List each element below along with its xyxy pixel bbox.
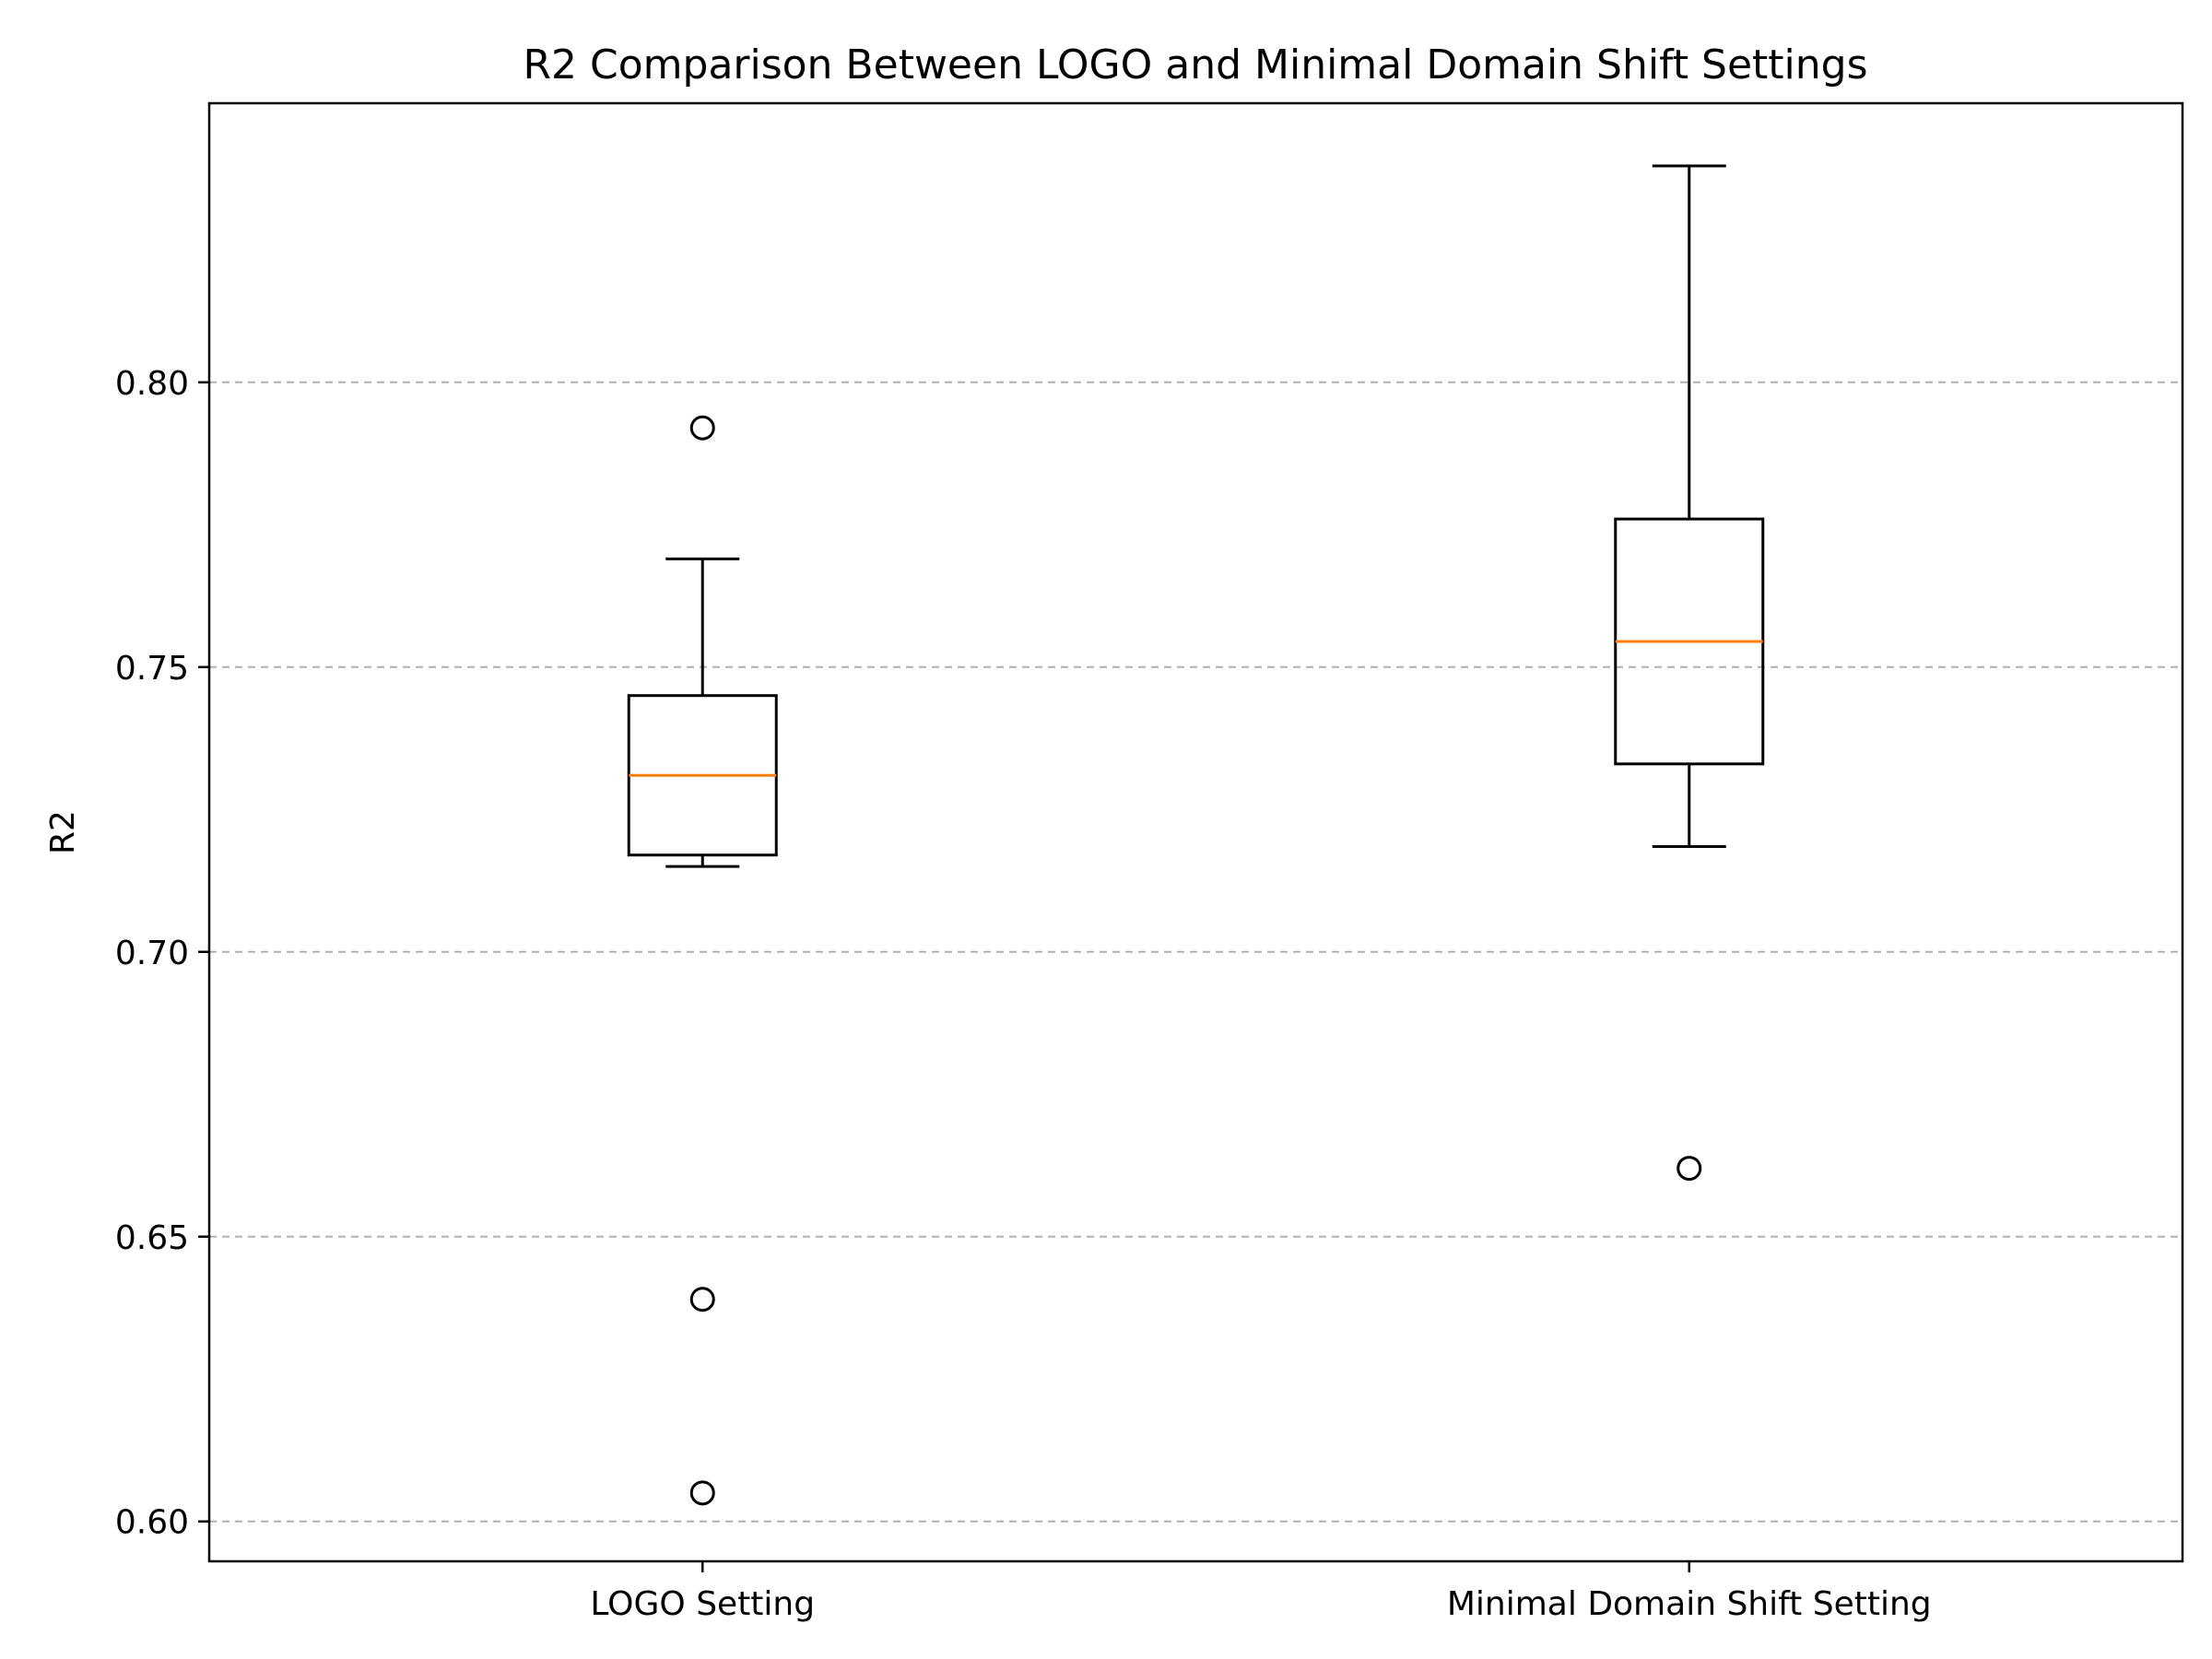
x-tick-label: Minimal Domain Shift Setting [1447,1585,1932,1623]
grid-lines [209,381,2183,1523]
outlier-point [1677,1156,1702,1182]
x-tick-label: LOGO Setting [590,1585,815,1623]
outlier-point [689,1287,715,1312]
y-tick-label: 0.80 [115,365,189,403]
y-tick-label: 0.75 [115,650,189,688]
axis-ticks: 0.60 0.65 0.70 0.75 0.80 LOGO Setting Minimal … [115,365,1932,1623]
box-plots [627,164,1765,1506]
outlier-point [689,415,715,441]
outlier-point [689,1480,715,1506]
y-tick-label: 0.70 [115,935,189,972]
box-plot-2 [1614,164,1765,1182]
y-axis-label: R2 [44,810,82,854]
y-tick-label: 0.60 [115,1504,189,1542]
y-tick-label: 0.65 [115,1219,189,1257]
plot-frame [207,101,2184,1563]
chart-title: R2 Comparison Between LOGO and Minimal D… [523,41,1867,88]
box-plot-1 [627,415,778,1506]
